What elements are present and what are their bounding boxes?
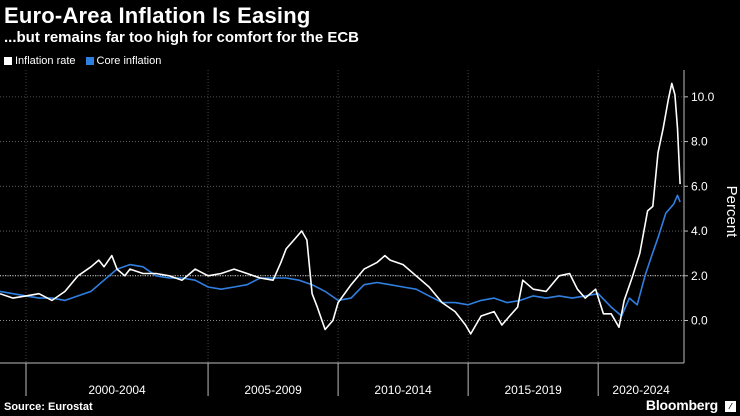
- legend-label-core: Core inflation: [96, 55, 162, 67]
- legend: Inflation rate Core inflation: [4, 55, 161, 67]
- chart-subtitle: ...but remains far too high for comfort …: [4, 29, 360, 46]
- series-line-inflation: [0, 82, 681, 335]
- y-tick-label: 2.0: [691, 269, 708, 283]
- x-group-label: 2015-2019: [504, 383, 562, 397]
- y-tick-label: 4.0: [691, 224, 708, 238]
- y-tick-label: 8.0: [691, 135, 708, 149]
- legend-item-core: Core inflation: [85, 55, 162, 67]
- brand-logo: Bloomberg: [645, 397, 718, 413]
- legend-label-inflation: Inflation rate: [15, 55, 76, 67]
- legend-item-inflation: Inflation rate: [4, 55, 76, 67]
- x-group-label: 2010-2014: [374, 383, 432, 397]
- x-group-label: 2020-2024: [612, 383, 670, 397]
- x-group-label: 2005-2009: [244, 383, 302, 397]
- series-line-core: [0, 194, 681, 317]
- chart-title: Euro-Area Inflation Is Easing: [4, 3, 311, 28]
- x-group-label: 2000-2004: [88, 383, 146, 397]
- y-tick-label: 6.0: [691, 179, 708, 193]
- y-tick-label: 10.0: [691, 90, 715, 104]
- source-note: Source: Eurostat: [4, 401, 93, 413]
- terminal-icon: ⁄: [725, 401, 736, 412]
- legend-swatch-core: [85, 57, 94, 65]
- legend-swatch-inflation: [4, 57, 12, 65]
- y-tick-label: 0.0: [691, 314, 708, 328]
- y-axis-label: Percent: [723, 186, 740, 239]
